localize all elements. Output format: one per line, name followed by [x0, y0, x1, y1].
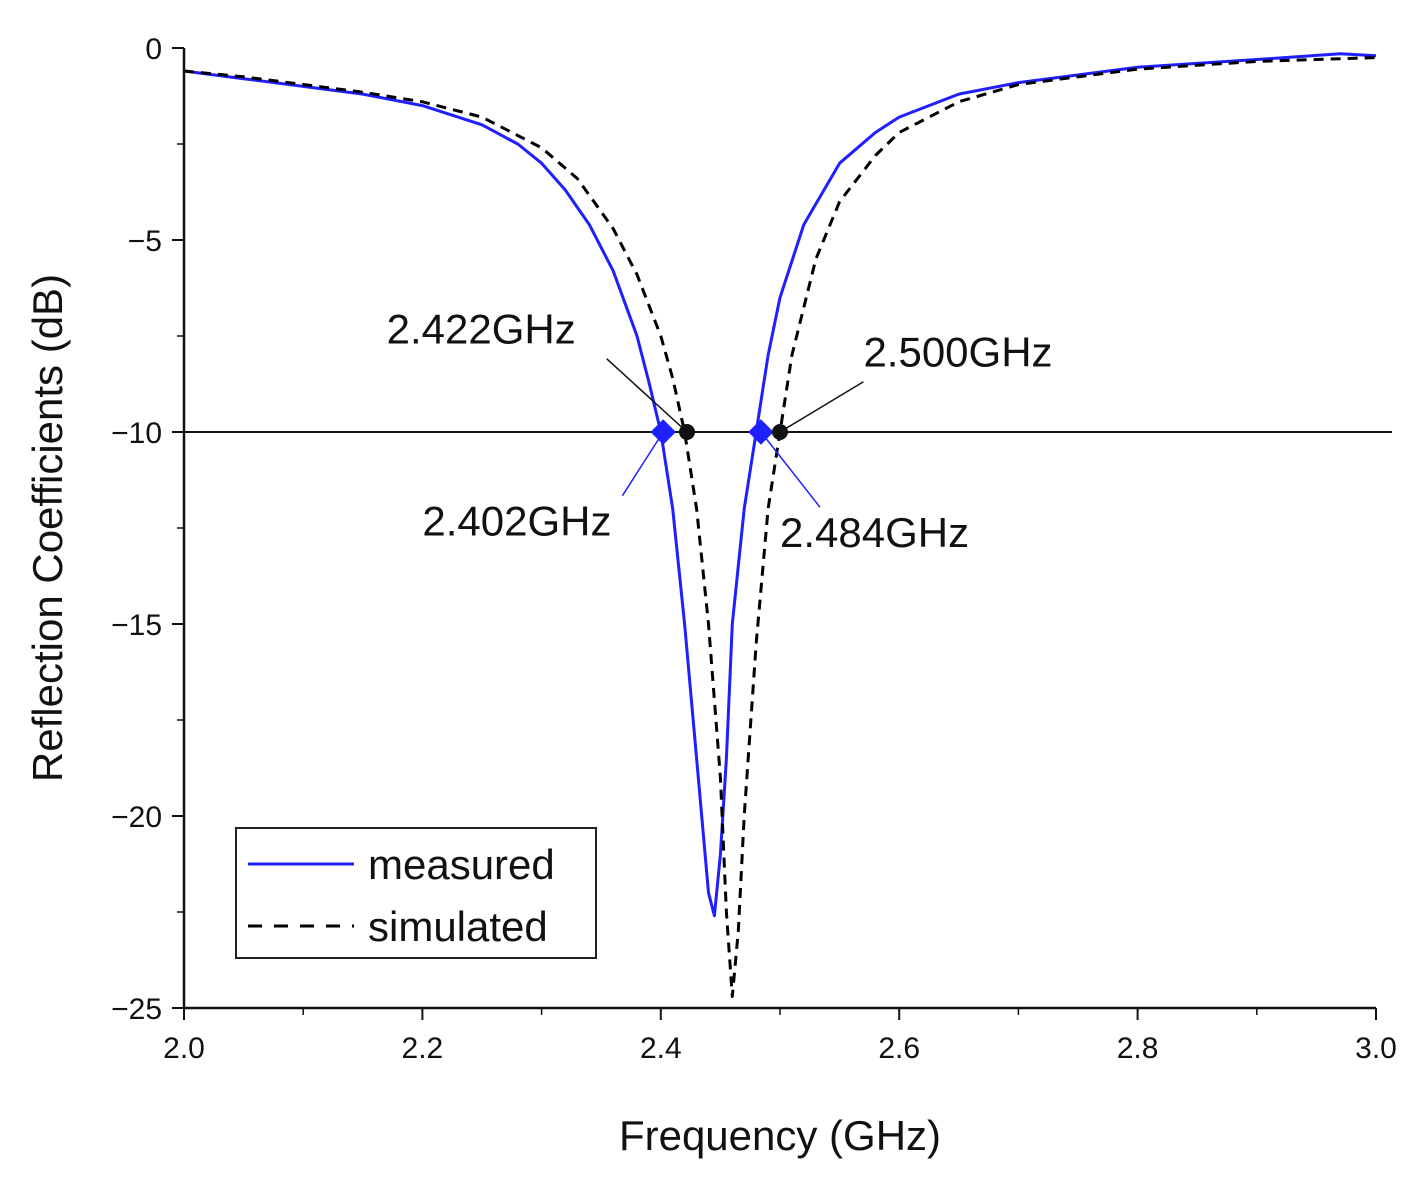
x-axis-label: Frequency (GHz)	[619, 1112, 941, 1159]
chart-marks: 2.402GHz 2.422GHz 2.484GHz 2.500GHz	[387, 306, 1053, 557]
marker-label-2: 2.484GHz	[780, 509, 969, 556]
marker-label-1: 2.422GHz	[387, 306, 576, 353]
y-axis-label: Reflection Coefficients (dB)	[24, 274, 71, 782]
legend-label-measured: measured	[368, 841, 555, 888]
x-tick-label-5: 3.0	[1355, 1032, 1397, 1065]
marker-point-2	[748, 419, 774, 445]
marker-point-1	[679, 424, 696, 440]
series-line-simulated	[183, 56, 1377, 998]
y-tick-label-4: −20	[111, 801, 162, 834]
y-tick-label-1: −5	[128, 225, 162, 258]
x-tick-label-4: 2.8	[1117, 1032, 1159, 1065]
y-tick-label-3: −15	[111, 609, 162, 642]
marker-point-3	[772, 424, 788, 440]
y-tick-label-0: 0	[145, 33, 162, 66]
marker-label-0: 2.402GHz	[422, 498, 611, 545]
y-tick-label-5: −25	[111, 993, 162, 1026]
marker-leader-0	[621, 431, 664, 497]
marker-point-0	[650, 419, 676, 445]
x-tick-label-2: 2.4	[640, 1032, 682, 1065]
marker-leader-1	[606, 358, 688, 433]
x-tick-label-3: 2.6	[878, 1032, 920, 1065]
marker-leader-2	[760, 431, 821, 508]
axes: 2.0 2.2 2.4 2.6 2.8 3.0 0 −5 −10 −15 −20 −25	[111, 33, 1397, 1065]
y-tick-label-2: −10	[111, 417, 162, 450]
marker-leader-3	[779, 381, 864, 433]
legend-label-simulated: simulated	[368, 903, 548, 950]
series-line-measured	[183, 52, 1377, 918]
legend-box	[235, 827, 597, 959]
marker-label-3: 2.500GHz	[863, 329, 1052, 376]
legend: measured simulated	[235, 827, 597, 959]
x-tick-label-1: 2.2	[402, 1032, 444, 1065]
x-tick-label-0: 2.0	[163, 1032, 205, 1065]
